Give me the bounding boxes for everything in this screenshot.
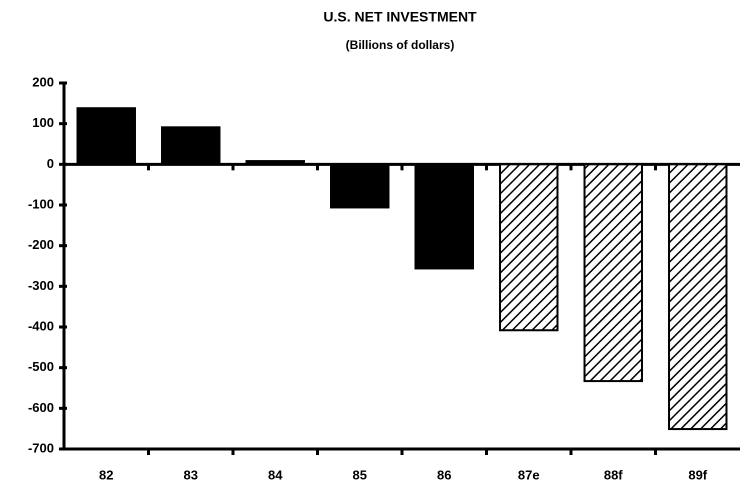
- bar: [414, 163, 474, 270]
- y-tick-label: 0: [47, 156, 54, 171]
- x-tick-label: 84: [268, 467, 283, 482]
- y-tick-label: 200: [32, 74, 54, 89]
- bar: [161, 126, 221, 166]
- bar: [668, 163, 728, 431]
- y-tick-label: -100: [28, 196, 54, 211]
- bar: [330, 163, 390, 209]
- bar: [245, 160, 305, 166]
- y-tick-label: -200: [28, 237, 54, 252]
- x-tick-label: 87e: [518, 467, 540, 482]
- x-tick-label: 83: [184, 467, 198, 482]
- x-tick-label: 85: [353, 467, 367, 482]
- x-tick-label: 88f: [604, 467, 623, 482]
- bar: [499, 163, 559, 332]
- bar: [583, 163, 643, 383]
- x-tick-label: 89f: [688, 467, 707, 482]
- chart-subtitle: (Billions of dollars): [346, 38, 455, 52]
- x-tick-label: 82: [99, 467, 113, 482]
- y-tick-label: -500: [28, 359, 54, 374]
- y-tick-label: -300: [28, 278, 54, 293]
- y-tick-label: 100: [32, 115, 54, 130]
- y-tick-label: -400: [28, 318, 54, 333]
- bar: [76, 107, 136, 166]
- y-tick-label: -700: [28, 440, 54, 455]
- y-tick-label: -600: [28, 400, 54, 415]
- chart-title: U.S. NET INVESTMENT: [323, 9, 477, 25]
- x-tick-label: 86: [437, 467, 451, 482]
